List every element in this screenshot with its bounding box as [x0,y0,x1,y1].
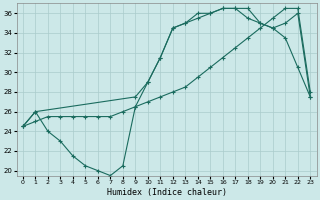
X-axis label: Humidex (Indice chaleur): Humidex (Indice chaleur) [107,188,227,197]
